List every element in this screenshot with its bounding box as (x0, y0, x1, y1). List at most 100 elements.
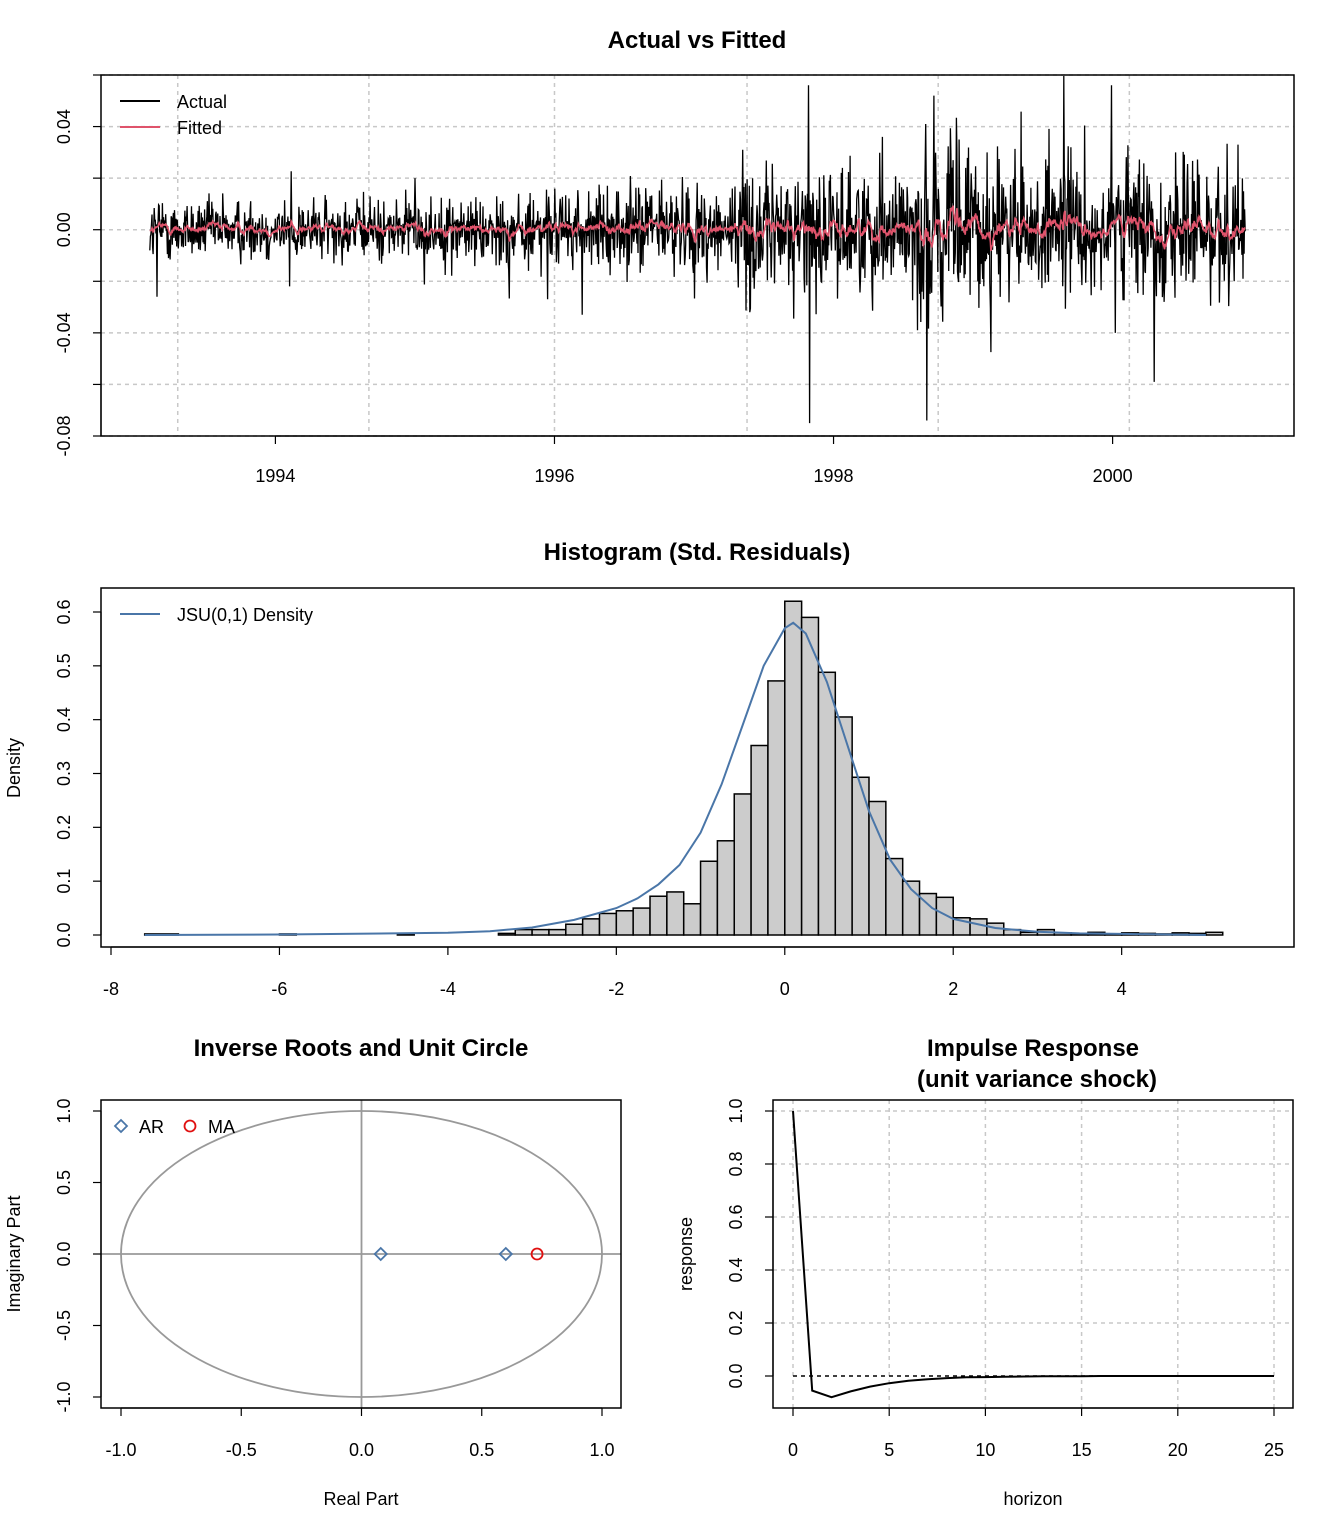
panel-1-title: Actual vs Fitted (608, 27, 787, 54)
panel-2-x-tick-label: -8 (103, 979, 119, 999)
panel-2-x-tick-label: 0 (780, 979, 790, 999)
panel-3-y-tick-label: 1.0 (54, 1098, 74, 1123)
histogram-bars (143, 600, 1224, 936)
legend-label-ma: MA (208, 1117, 235, 1137)
panel-2-x-tick-label: -2 (608, 979, 624, 999)
panel-4-title: Impulse Response (927, 1035, 1139, 1062)
histogram-bar (750, 744, 769, 936)
panel-3-legend: AR MA (113, 1117, 235, 1137)
panel-3-y-tick-label: 0.5 (54, 1170, 74, 1195)
actual-vs-fitted-panel: Actual vs Fitted 1994 1996 1998 2000 -0.08 -0… (54, 27, 1295, 486)
panel-4-grid (773, 1100, 1293, 1408)
panel-4-x-tick-label: 25 (1264, 1440, 1284, 1460)
panel-4-plot-box (772, 1099, 1294, 1409)
panel-4-x-tick-label: 10 (975, 1440, 995, 1460)
panel-2-y-tick-label: 0.5 (54, 653, 74, 678)
panel-4-axes: 0 5 10 15 20 25 0.0 0.2 0.4 0.6 0.8 1.0 (726, 1098, 1284, 1460)
panel-4-y-tick-label: 0.4 (726, 1257, 746, 1282)
histogram-panel: Histogram (Std. Residuals) -8 -6 -4 -2 0 2 4 0.… (4, 539, 1295, 999)
histogram-bar (784, 600, 803, 936)
density-curve (144, 621, 1206, 936)
actual-series (149, 75, 1246, 424)
panel-2-title: Histogram (Std. Residuals) (544, 539, 851, 566)
panel-1-x-tick-label: 1996 (534, 466, 574, 486)
unit-circle-group (101, 1100, 621, 1408)
panel-1-legend: Actual Fitted (120, 92, 227, 138)
panel-2-x-tick-label: 2 (948, 979, 958, 999)
panel-3-x-tick-label: 0.5 (469, 1440, 494, 1460)
density-line (144, 621, 1206, 936)
histogram-bar (1019, 931, 1039, 936)
panel-4-subtitle: (unit variance shock) (917, 1066, 1157, 1093)
panel-3-x-tick-label: -1.0 (105, 1440, 136, 1460)
panel-1-x-tick-label: 1998 (814, 466, 854, 486)
panel-3-x-tick-label: 0.0 (349, 1440, 374, 1460)
legend-marker-ar (113, 1118, 129, 1134)
panel-1-y-tick-label: 0.04 (54, 109, 74, 144)
histogram-bar (666, 891, 685, 936)
panel-3-title: Inverse Roots and Unit Circle (194, 1035, 529, 1062)
panel-4-x-tick-label: 15 (1072, 1440, 1092, 1460)
panel-4-xlabel: horizon (1003, 1489, 1062, 1509)
panel-2-y-tick-label: 0.2 (54, 815, 74, 840)
histogram-bar (531, 928, 550, 936)
panel-3-y-tick-label: 0.0 (54, 1241, 74, 1266)
panel-2-axes: -8 -6 -4 -2 0 2 4 0.0 0.1 0.2 0.3 0.4 0.5 0.6 (54, 599, 1127, 999)
root-markers (373, 1246, 544, 1262)
panel-2-legend: JSU(0,1) Density (120, 605, 313, 625)
inverse-roots-panel: Inverse Roots and Unit Circle -1.0 -0.5 0.… (4, 1035, 622, 1509)
histogram-bar (632, 907, 651, 936)
panel-2-x-tick-label: -6 (271, 979, 287, 999)
histogram-bar (497, 932, 517, 936)
histogram-bar (868, 800, 887, 936)
histogram-bar (615, 910, 634, 936)
panel-2-x-tick-label: -4 (440, 979, 456, 999)
panel-2-ylabel: Density (4, 738, 24, 798)
histogram-bar (885, 857, 904, 936)
panel-2-y-tick-label: 0.0 (54, 922, 74, 947)
ma-root-marker (530, 1247, 544, 1261)
panel-4-y-tick-label: 0.0 (726, 1363, 746, 1388)
panel-4-x-tick-label: 20 (1168, 1440, 1188, 1460)
impulse-response-panel: Impulse Response (unit variance shock) 0… (676, 1035, 1294, 1509)
panel-4-y-tick-label: 0.2 (726, 1310, 746, 1335)
legend-label-density: JSU(0,1) Density (177, 605, 313, 625)
panel-3-y-tick-label: -0.5 (54, 1310, 74, 1341)
legend-label-actual: Actual (177, 92, 227, 112)
panel-2-y-tick-label: 0.6 (54, 599, 74, 624)
panel-4-y-tick-label: 0.6 (726, 1204, 746, 1229)
histogram-bar (1205, 931, 1224, 936)
panel-4-x-tick-label: 0 (788, 1440, 798, 1460)
panel-1-x-tick-label: 1994 (255, 466, 295, 486)
histogram-bar (716, 840, 735, 936)
histogram-bar (817, 671, 837, 936)
histogram-bar (598, 912, 618, 936)
panel-2-y-tick-label: 0.3 (54, 761, 74, 786)
panel-1-y-tick-label: -0.04 (54, 312, 74, 353)
histogram-bar (767, 680, 786, 936)
panel-3-ylabel: Imaginary Part (4, 1195, 24, 1312)
panel-2-plot-box (100, 587, 1295, 948)
panel-2-y-tick-label: 0.4 (54, 707, 74, 732)
panel-4-ylabel: response (676, 1217, 696, 1291)
histogram-bar (699, 860, 719, 936)
panel-4-x-tick-label: 5 (884, 1440, 894, 1460)
panel-2-x-tick-label: 4 (1117, 979, 1127, 999)
legend-marker-ma (183, 1119, 197, 1133)
fitted-series (149, 205, 1246, 252)
panel-1-x-tick-label: 2000 (1093, 466, 1133, 486)
impulse-response-line (792, 1110, 1274, 1399)
histogram-bar (649, 895, 668, 936)
panel-2-y-tick-label: 0.1 (54, 869, 74, 894)
panel-4-y-tick-label: 0.8 (726, 1151, 746, 1176)
histogram-bar (969, 918, 988, 936)
histogram-bar (581, 918, 601, 936)
histogram-bar (733, 793, 752, 936)
histogram-bar (682, 903, 702, 936)
histogram-bar (565, 923, 584, 936)
panel-1-axes: 1994 1996 1998 2000 -0.08 -0.04 0.00 0.04 (54, 74, 1133, 486)
panel-3-xlabel: Real Part (323, 1489, 398, 1509)
panel-3-axes: -1.0 -0.5 0.0 0.5 1.0 -1.0 -0.5 0.0 0.5 1.0 (54, 1098, 615, 1460)
panel-1-y-tick-label: -0.08 (54, 415, 74, 456)
